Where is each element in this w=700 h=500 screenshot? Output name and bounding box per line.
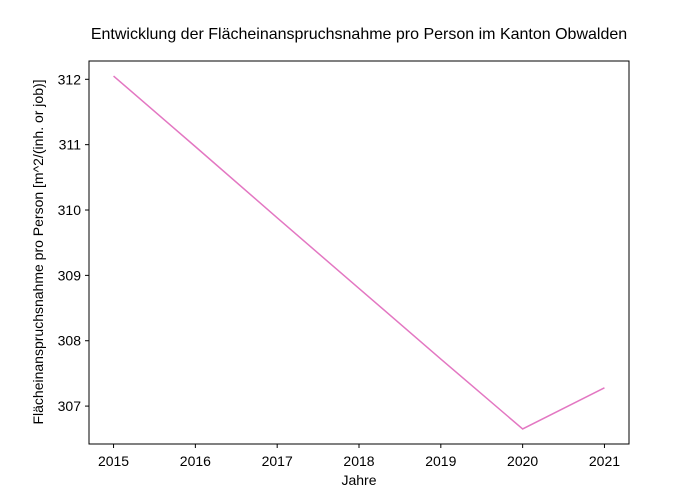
- x-tick-label: 2015: [98, 453, 129, 469]
- axes: 2015 2016 2017 2018 2019 2020 2021 307 308 309 310…: [58, 71, 621, 469]
- x-tick-label: 2019: [425, 453, 456, 469]
- x-tick-label: 2021: [589, 453, 620, 469]
- y-tick-label: 307: [58, 398, 82, 414]
- x-tick-label: 2020: [507, 453, 538, 469]
- y-tick-label: 310: [58, 202, 82, 218]
- y-tick-label: 308: [58, 333, 82, 349]
- x-tick-label: 2016: [180, 453, 211, 469]
- x-axis-label: Jahre: [341, 472, 376, 488]
- y-axis-label: Flächeinanspruchsnahme pro Person [m^2/(…: [30, 79, 46, 424]
- plot-frame: [88, 60, 630, 445]
- x-tick-label: 2017: [262, 453, 293, 469]
- x-tick-label: 2018: [343, 453, 374, 469]
- y-tick-label: 311: [59, 137, 82, 153]
- y-tick-label: 309: [58, 267, 82, 283]
- y-tick-label: 312: [58, 71, 82, 87]
- chart-title: Entwicklung der Flächeinanspruchsnahme p…: [91, 26, 627, 43]
- plot-area: [113, 75, 605, 430]
- series-line-0: [113, 75, 605, 430]
